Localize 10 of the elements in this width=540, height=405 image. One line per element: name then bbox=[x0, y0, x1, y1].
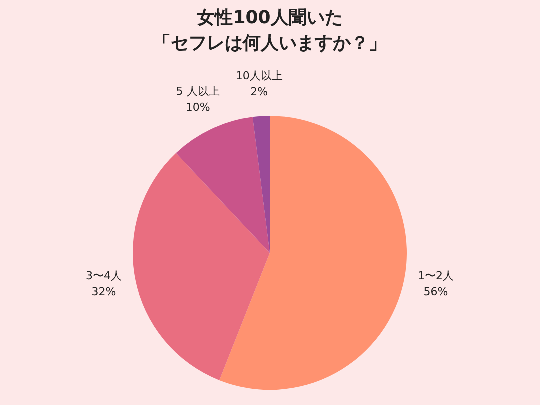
chart-title: 女性100人聞いた bbox=[196, 7, 343, 28]
slice-label: 10人以上 bbox=[236, 69, 283, 82]
data-label: 2% bbox=[250, 85, 268, 98]
slice-label: 3〜4人 bbox=[86, 270, 122, 283]
slice-label: 1〜2人 bbox=[418, 270, 454, 283]
data-label: 32% bbox=[92, 286, 116, 299]
data-label: 56% bbox=[424, 286, 448, 299]
data-label: 10% bbox=[186, 101, 210, 114]
chart-subtitle: 「セフレは何人いますか？」 bbox=[153, 33, 387, 54]
slice-label: 5 人以上 bbox=[176, 85, 220, 98]
